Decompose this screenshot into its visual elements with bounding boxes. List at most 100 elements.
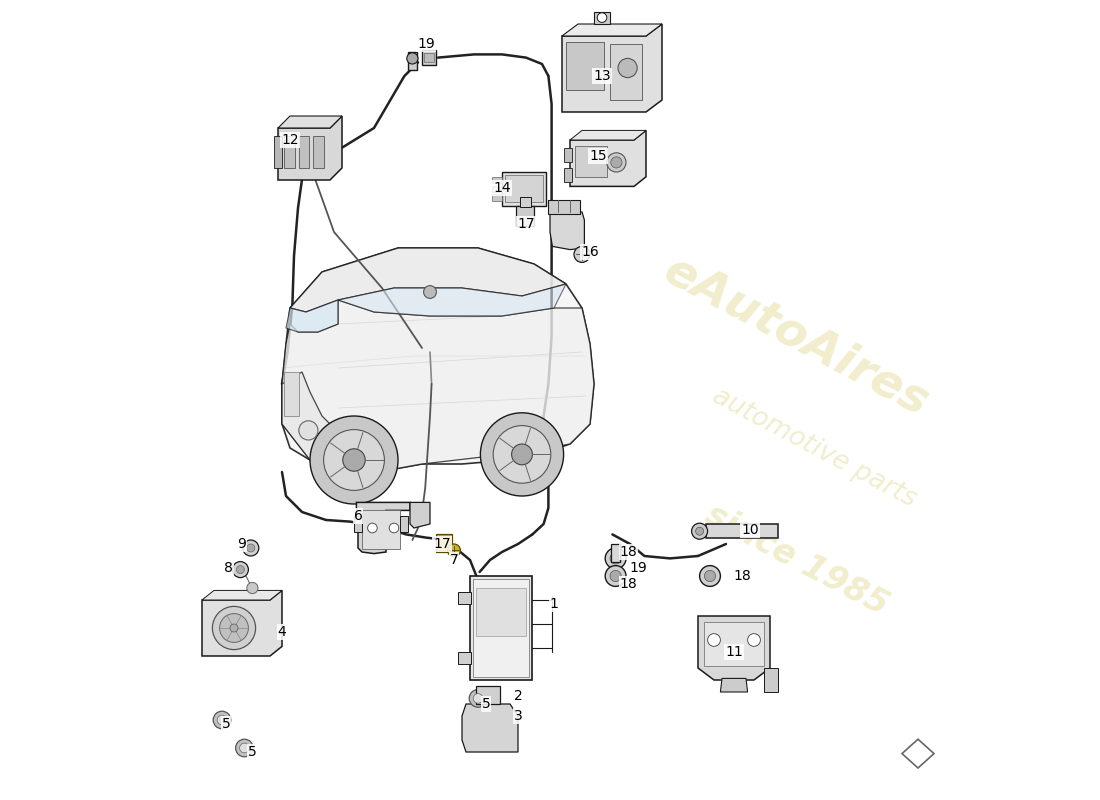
Bar: [519, 197, 531, 207]
Bar: [476, 588, 526, 636]
Bar: [425, 53, 435, 62]
Bar: [458, 652, 471, 664]
Circle shape: [700, 566, 720, 586]
Text: 13: 13: [593, 69, 611, 83]
Text: 16: 16: [581, 245, 598, 259]
Bar: [493, 194, 502, 201]
Polygon shape: [570, 130, 646, 140]
Circle shape: [695, 527, 704, 535]
Text: 19: 19: [417, 37, 434, 51]
Bar: [575, 146, 607, 177]
Text: 18: 18: [619, 577, 637, 591]
Bar: [549, 200, 581, 214]
Polygon shape: [338, 284, 566, 316]
Circle shape: [299, 421, 318, 440]
Polygon shape: [720, 678, 748, 692]
Polygon shape: [278, 116, 342, 180]
Text: 3: 3: [514, 709, 522, 723]
Circle shape: [470, 690, 487, 707]
Text: eAutoAires: eAutoAires: [657, 247, 936, 425]
Text: 8: 8: [224, 561, 233, 575]
Circle shape: [367, 523, 377, 533]
Circle shape: [407, 53, 418, 64]
Circle shape: [574, 246, 590, 262]
Bar: [400, 516, 408, 532]
Polygon shape: [278, 116, 342, 128]
Circle shape: [230, 624, 238, 632]
Text: 10: 10: [741, 523, 759, 538]
Circle shape: [246, 544, 255, 552]
Polygon shape: [282, 300, 594, 472]
Text: 6: 6: [353, 509, 362, 523]
Polygon shape: [202, 590, 282, 656]
Bar: [408, 52, 417, 70]
Text: 18: 18: [619, 545, 637, 559]
Text: automotive parts: automotive parts: [707, 383, 921, 513]
Text: 18: 18: [733, 569, 751, 583]
Text: 9: 9: [238, 537, 246, 551]
Bar: [563, 168, 572, 182]
Bar: [516, 206, 534, 226]
Bar: [493, 186, 502, 192]
Text: 12: 12: [282, 133, 299, 147]
Bar: [458, 592, 471, 604]
Circle shape: [243, 540, 258, 556]
Polygon shape: [290, 248, 566, 312]
Polygon shape: [763, 668, 778, 692]
Circle shape: [343, 449, 365, 471]
Circle shape: [607, 153, 626, 172]
Circle shape: [424, 286, 437, 298]
Bar: [314, 136, 323, 168]
Polygon shape: [698, 616, 770, 680]
Bar: [299, 136, 309, 168]
Circle shape: [605, 548, 626, 569]
Circle shape: [217, 715, 227, 725]
Circle shape: [232, 562, 249, 578]
Circle shape: [481, 413, 563, 496]
Circle shape: [220, 614, 249, 642]
Circle shape: [473, 694, 483, 703]
Bar: [437, 534, 452, 552]
Bar: [362, 510, 400, 549]
Bar: [285, 136, 295, 168]
Bar: [422, 50, 437, 65]
Text: 4: 4: [277, 625, 286, 639]
Circle shape: [512, 444, 532, 465]
Polygon shape: [356, 502, 410, 554]
Circle shape: [610, 570, 621, 582]
Bar: [470, 576, 532, 680]
Polygon shape: [410, 502, 430, 528]
Text: since 1985: since 1985: [700, 498, 893, 622]
Circle shape: [605, 566, 626, 586]
Bar: [706, 524, 778, 538]
Text: 17: 17: [517, 217, 535, 231]
Polygon shape: [282, 248, 594, 472]
Circle shape: [310, 416, 398, 504]
Circle shape: [236, 566, 244, 574]
Polygon shape: [594, 12, 610, 24]
Text: 1: 1: [550, 597, 559, 611]
Bar: [610, 44, 642, 100]
Text: 19: 19: [629, 561, 647, 575]
Text: 7: 7: [450, 553, 459, 567]
Circle shape: [704, 570, 716, 582]
Bar: [493, 177, 502, 183]
Polygon shape: [570, 130, 646, 186]
Polygon shape: [282, 372, 338, 468]
Bar: [285, 372, 299, 416]
Bar: [566, 42, 604, 90]
Circle shape: [246, 582, 258, 594]
Circle shape: [323, 430, 384, 490]
Circle shape: [493, 426, 551, 483]
Polygon shape: [462, 704, 518, 752]
Text: 5: 5: [482, 697, 491, 711]
Text: 15: 15: [590, 149, 607, 163]
Circle shape: [212, 606, 255, 650]
Bar: [274, 136, 282, 168]
Circle shape: [748, 634, 760, 646]
Circle shape: [707, 634, 721, 646]
Circle shape: [597, 13, 607, 22]
Polygon shape: [286, 300, 338, 332]
Text: 17: 17: [433, 537, 451, 551]
Circle shape: [448, 544, 461, 557]
